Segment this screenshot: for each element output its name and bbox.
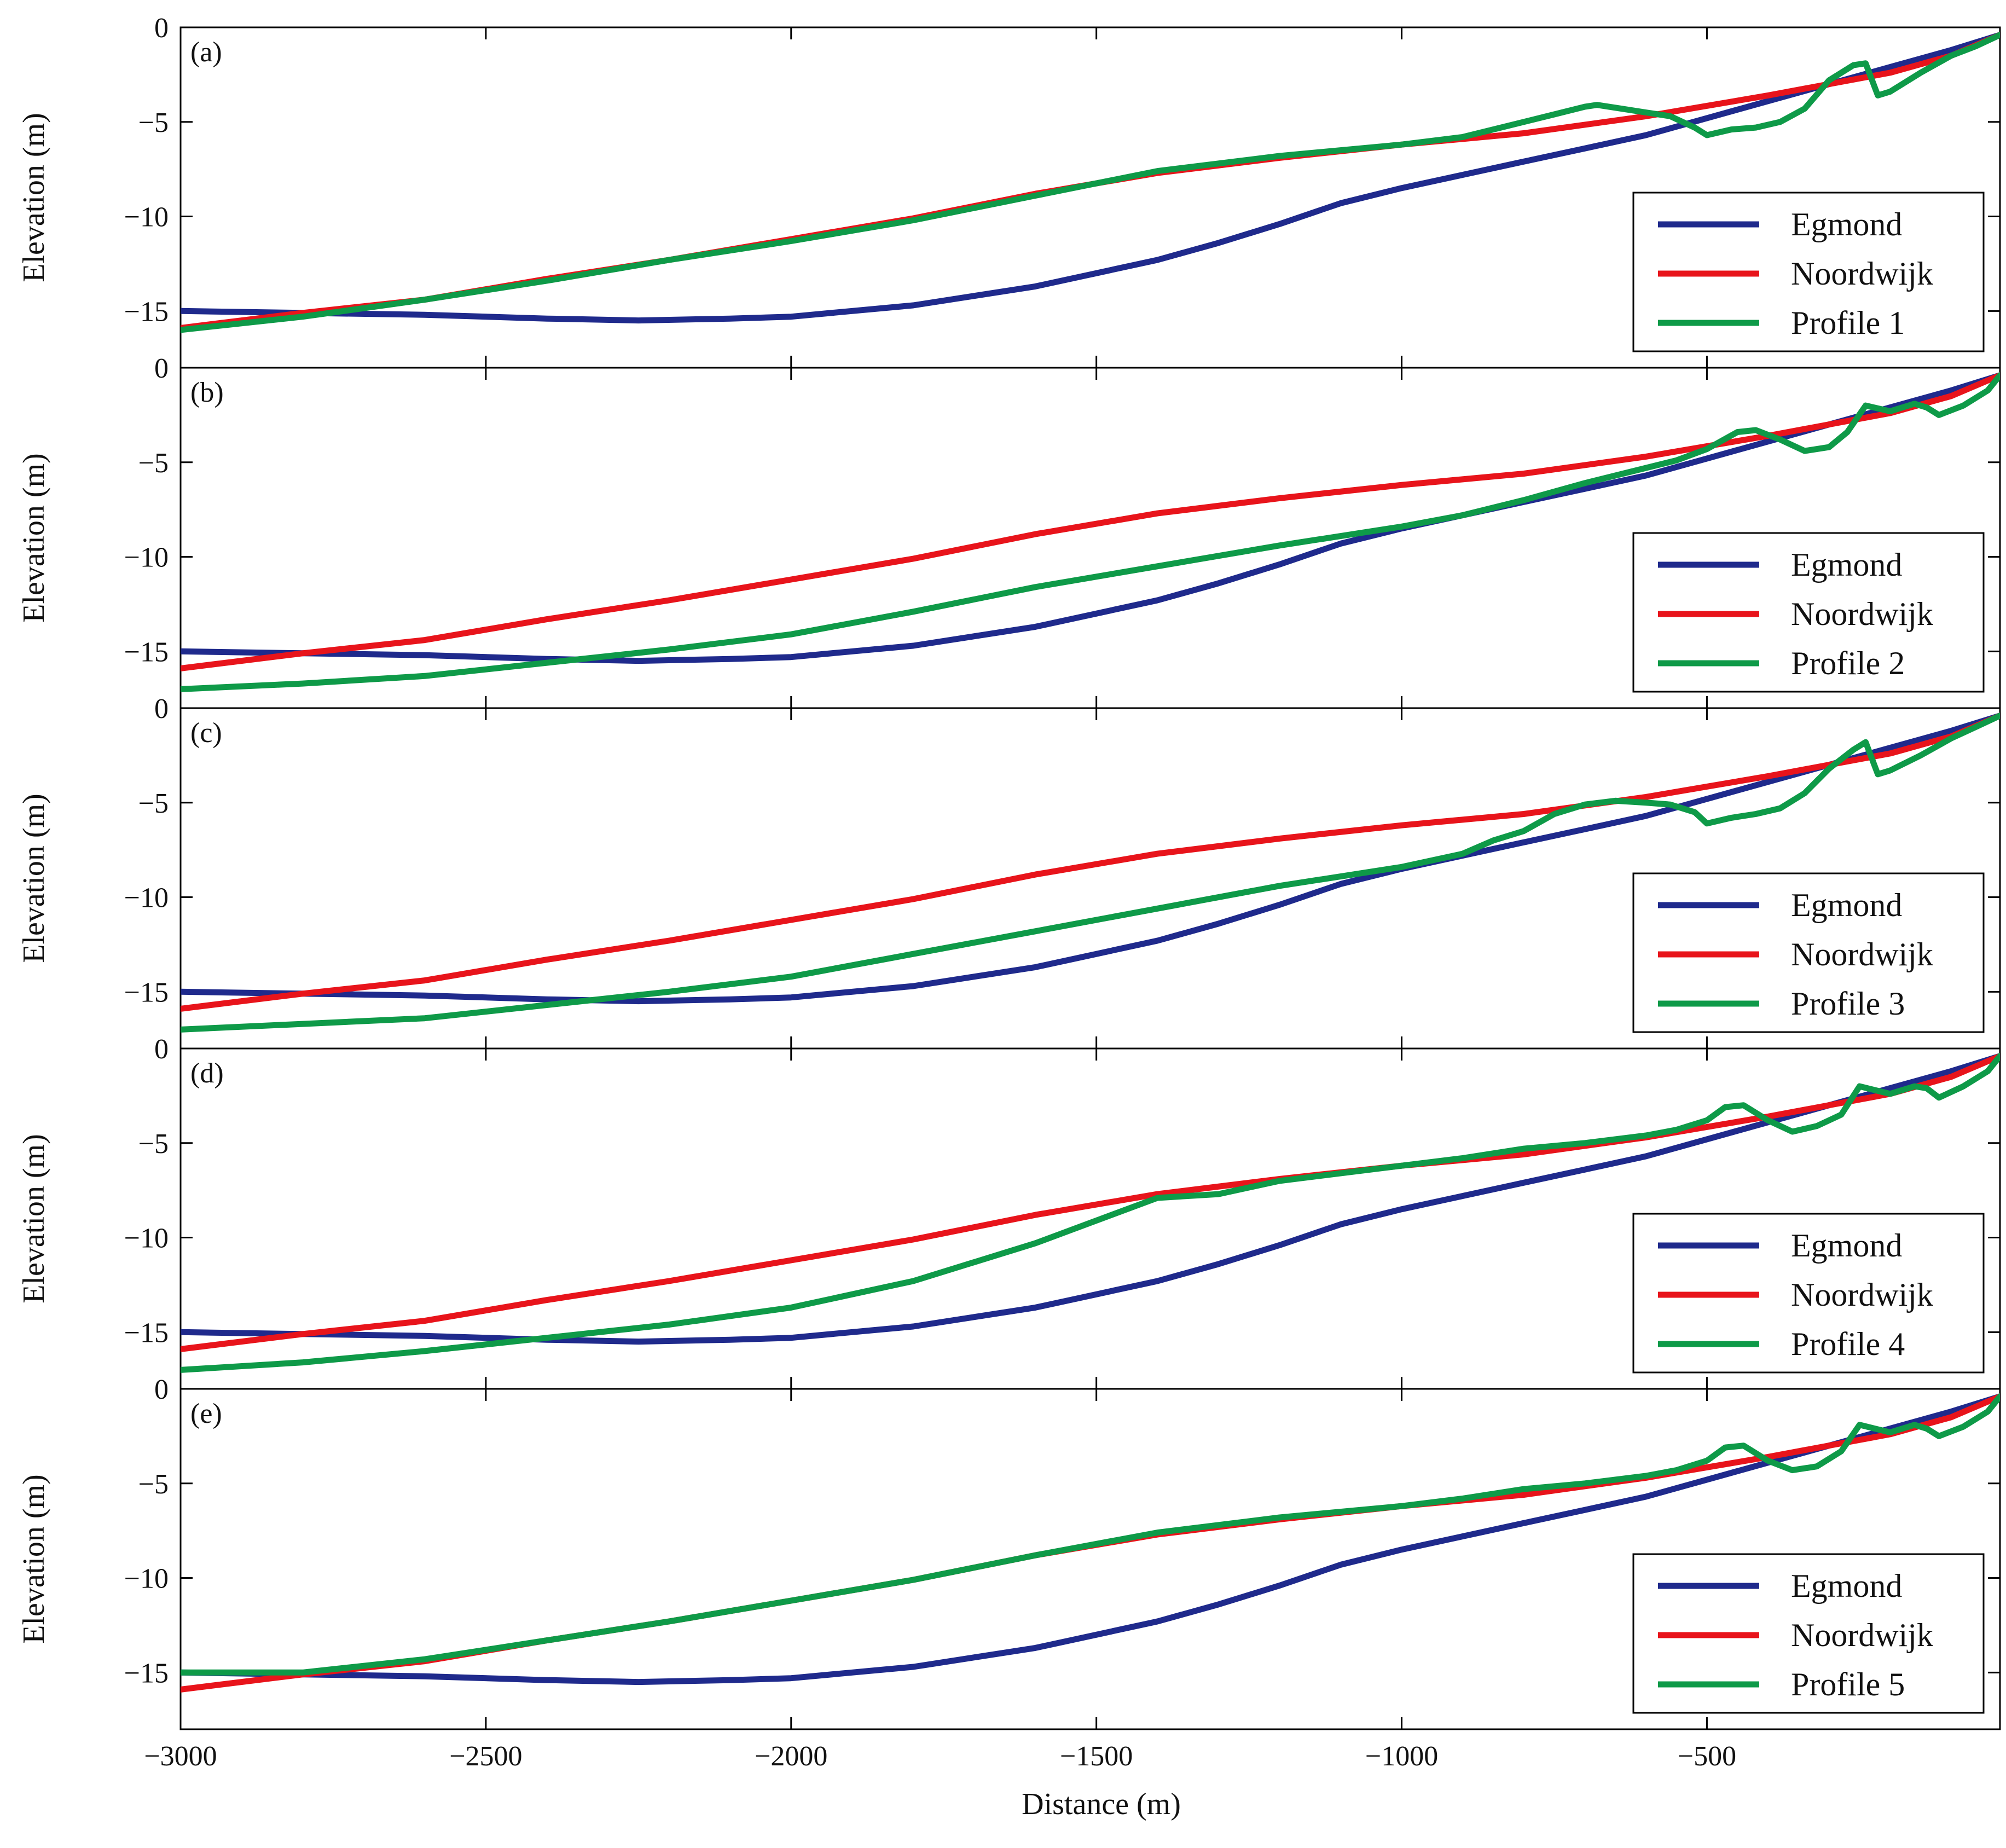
y-tick-label: −10 [124,202,169,233]
y-tick-label: 0 [154,1374,169,1405]
y-tick-label: 0 [154,353,169,384]
y-tick-label: −5 [138,788,169,819]
panel-b: 0 −5 −10 −15 Elevation (m) (b) Egmond Noordwijk… [17,353,2001,709]
x-tick-label: −1500 [1060,1741,1133,1772]
series-line-egmond [181,1393,2000,1685]
y-tick-label: −10 [124,542,169,573]
y-tick-label: −15 [124,636,169,668]
y-tick-label: −15 [124,1317,169,1348]
series-line-profile-3 [181,712,2000,1033]
legend-entry: Egmond [1791,1568,1902,1604]
y-tick-label: 0 [154,1034,169,1065]
legend-entry: Noordwijk [1791,596,1933,632]
series-line-egmond [181,712,2000,1005]
legend: Egmond Noordwijk Profile 4 [1632,1213,1985,1374]
series-line-egmond [181,32,2000,324]
legend-entry: Egmond [1791,887,1902,923]
legend-entry: Profile 3 [1791,986,1905,1022]
y-axis-label: Elevation (m) [17,1474,51,1643]
panel-d: 0 −5 −10 −15 Elevation (m) (d) Egmond Noordwijk… [17,1034,2001,1390]
x-tick-label: −1000 [1365,1741,1438,1772]
x-tick-label: −3000 [144,1741,217,1772]
series-lines [181,32,2000,333]
panel-label: (b) [190,377,224,408]
series-line-profile-5 [181,1393,2000,1676]
y-tick-label: −15 [124,977,169,1008]
series-line-profile-2 [181,372,2000,692]
legend-entry: Noordwijk [1791,1617,1933,1653]
legend-entry: Profile 4 [1791,1326,1905,1362]
y-tick-label: −5 [138,1128,169,1160]
series-line-egmond [181,372,2000,664]
y-axis-label: Elevation (m) [17,793,51,963]
y-tick-label: −15 [124,1658,169,1689]
y-tick-label: −10 [124,1563,169,1595]
series-line-noordwijk [181,1053,2000,1352]
x-tick-label: −2500 [449,1741,522,1772]
series-lines [181,712,2000,1033]
legend-entry: Egmond [1791,206,1902,242]
series-line-profile-1 [181,32,2000,333]
legend: Egmond Noordwijk Profile 2 [1632,532,1985,693]
y-tick-label: −10 [124,883,169,914]
legend: Egmond Noordwijk Profile 5 [1632,1553,1985,1714]
y-axis-label: Elevation (m) [17,453,51,622]
series-line-profile-4 [181,1053,2000,1373]
y-tick-label: 0 [154,693,169,725]
legend-entry: Noordwijk [1791,936,1933,972]
y-tick-label: −5 [138,107,169,138]
series-lines [181,1393,2000,1693]
panel-label: (c) [190,717,222,749]
panel-c: 0 −5 −10 −15 Elevation (m) (c) Egmond Noordwijk… [17,693,2001,1050]
axes-frame [179,1388,2001,1730]
y-axis-label: Elevation (m) [17,1134,51,1303]
y-tick-label: −5 [138,448,169,479]
legend-entry: Noordwijk [1791,256,1933,292]
panel-label: (e) [190,1398,222,1429]
legend-entry: Egmond [1791,547,1902,583]
legend-entry: Profile 2 [1791,645,1905,681]
y-tick-label: −10 [124,1223,169,1254]
series-line-noordwijk [181,372,2000,671]
x-axis-tick-labels: −3000 −2500 −2000 −1500 −1000 −500 [144,1741,1736,1772]
x-tick-label: −500 [1678,1741,1736,1772]
panels: 0 −5 −10 −15 Elevation (m) (a) Egmond Noordwijk… [17,13,2001,1730]
legend-entry: Profile 1 [1791,305,1905,341]
y-axis-label: Elevation (m) [17,113,51,282]
y-tick-label: −5 [138,1469,169,1500]
x-axis-label: Distance (m) [1022,1787,1181,1821]
panel-a: 0 −5 −10 −15 Elevation (m) (a) Egmond Noordwijk… [17,13,2001,369]
panel-e: 0 −5 −10 −15 Elevation (m) (e) Egmond Noordwijk… [17,1374,2001,1730]
series-lines [181,372,2000,692]
panel-label: (a) [190,37,222,68]
y-tick-label: 0 [154,13,169,44]
x-tick-label: −2000 [755,1741,827,1772]
y-tick-label: −15 [124,296,169,327]
legend: Egmond Noordwijk Profile 1 [1632,192,1985,352]
series-line-egmond [181,1053,2000,1345]
series-line-noordwijk [181,712,2000,1012]
legend: Egmond Noordwijk Profile 3 [1632,872,1985,1033]
legend-entry: Profile 5 [1791,1666,1905,1702]
legend-entry: Noordwijk [1791,1277,1933,1313]
panel-label: (d) [190,1058,224,1089]
legend-entry: Egmond [1791,1227,1902,1264]
series-lines [181,1053,2000,1373]
